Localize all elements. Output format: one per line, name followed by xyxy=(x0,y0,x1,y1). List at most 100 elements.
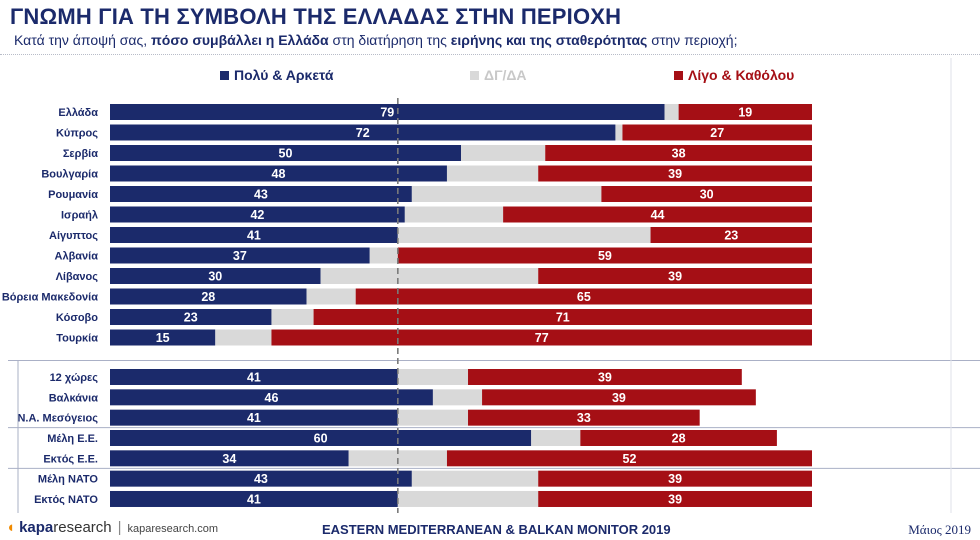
report-date: Μάιος 2019 xyxy=(908,522,971,537)
bar-row: Αίγυπτος 41 23 xyxy=(49,227,812,243)
category-label: Τουρκία xyxy=(56,333,98,345)
bar-segment xyxy=(446,165,539,182)
subtitle-part: στην περιοχή; xyxy=(647,32,738,48)
bar-segment xyxy=(271,329,813,346)
bar-segment xyxy=(110,268,321,284)
bar-row: Βουλγαρία 48 39 xyxy=(41,165,812,182)
bar-segment xyxy=(110,165,447,182)
header-divider xyxy=(0,54,980,55)
legend-swatch xyxy=(220,71,229,80)
chart-title: ΓΝΩΜΗ ΓΙΑ ΤΗ ΣΥΜΒΟΛΗ ΤΗΣ ΕΛΛΑΔΑΣ ΣΤΗΝ ΠΕ… xyxy=(10,4,622,29)
bar-segment xyxy=(538,268,812,284)
bar-segment xyxy=(397,369,469,385)
bar-segment xyxy=(580,429,777,446)
bar-row: Βόρεια Μακεδονία 28 65 xyxy=(2,288,812,305)
legend-label: Πολύ & Αρκετά xyxy=(234,67,334,83)
data-label: 71 xyxy=(556,311,570,325)
bar-segment xyxy=(397,247,812,264)
bar-segment xyxy=(110,329,216,346)
bar-row: 12 χώρες 41 39 xyxy=(50,369,742,385)
data-label: 28 xyxy=(672,431,686,445)
data-label: 59 xyxy=(598,249,612,263)
bar-rows: Ελλάδα 79 19 Κύπρος 72 27 Σερβία 50 38 Βουλγαρία 4… xyxy=(2,104,813,507)
bar-segment xyxy=(110,288,307,305)
category-label: Μέλη Ε.Ε. xyxy=(47,433,98,445)
kapa-research-logo: ◖ kaparesearch | kaparesearch.com xyxy=(6,519,218,536)
bar-segment xyxy=(355,288,812,305)
bar-row: Αλβανία 37 59 xyxy=(55,247,812,264)
data-label: 37 xyxy=(233,249,247,263)
bar-segment xyxy=(664,104,679,120)
data-label: 23 xyxy=(724,229,738,243)
subtitle-part: ειρήνης και της σταθερότητας xyxy=(450,32,648,48)
data-label: 43 xyxy=(254,188,268,202)
logo-separator: | xyxy=(117,519,122,536)
chart-overlay xyxy=(8,58,980,513)
bar-segment xyxy=(110,470,412,487)
data-label: 23 xyxy=(184,311,198,325)
legend-label: Λίγο & Καθόλου xyxy=(688,67,794,83)
bar-segment xyxy=(404,206,504,223)
data-label: 48 xyxy=(272,167,286,181)
bar-row: Κύπρος 72 27 xyxy=(56,124,812,141)
category-label: Μέλη ΝΑΤΟ xyxy=(38,474,99,486)
bar-segment xyxy=(622,124,812,141)
data-label: 50 xyxy=(279,147,293,161)
bar-segment xyxy=(411,186,602,202)
legend-label: ΔΓ/ΔΑ xyxy=(484,67,527,83)
logo-brand: kapa xyxy=(19,519,54,536)
category-label: Ν.Α. Μεσόγειος xyxy=(17,413,98,425)
bar-segment xyxy=(110,227,398,243)
bar-segment xyxy=(110,409,398,426)
bar-row: Ν.Α. Μεσόγειος 41 33 xyxy=(17,409,700,426)
data-label: 72 xyxy=(356,126,370,140)
category-label: Λίβανος xyxy=(56,271,99,283)
bar-segment xyxy=(110,186,412,202)
bar-segment xyxy=(468,369,742,385)
bar-row: Ελλάδα 79 19 xyxy=(58,104,812,120)
bar-segment xyxy=(461,145,546,161)
data-label: 39 xyxy=(668,472,682,486)
data-label: 39 xyxy=(668,492,682,506)
bar-segment xyxy=(110,490,398,507)
bar-segment xyxy=(468,409,700,426)
legend-item: Πολύ & Αρκετά xyxy=(220,67,334,83)
bar-row: Εκτός ΝΑΤΟ 41 39 xyxy=(34,490,812,507)
data-label: 65 xyxy=(577,290,591,304)
bar-segment xyxy=(397,409,469,426)
data-label: 41 xyxy=(247,411,261,425)
bar-segment xyxy=(650,227,812,243)
category-label: 12 χώρες xyxy=(50,372,99,384)
category-label: Ισραήλ xyxy=(61,210,98,222)
bar-row: Μέλη ΝΑΤΟ 43 39 xyxy=(38,470,812,487)
subtitle-part: στη διατήρηση της xyxy=(328,32,451,48)
data-label: 30 xyxy=(700,188,714,202)
bar-segment xyxy=(110,389,433,406)
bar-segment xyxy=(110,309,272,325)
bar-segment xyxy=(615,124,623,141)
category-label: Κύπρος xyxy=(56,128,98,140)
report-name: EASTERN MEDITERRANEAN & BALKAN MONITOR 2… xyxy=(322,522,671,537)
bar-segment xyxy=(110,429,532,446)
data-label: 19 xyxy=(738,106,752,120)
bar-row: Σερβία 50 38 xyxy=(63,145,812,161)
data-label: 33 xyxy=(577,411,591,425)
bar-row: Τουρκία 15 77 xyxy=(56,329,813,346)
data-label: 39 xyxy=(598,371,612,385)
bar-row: Βαλκάνια 46 39 xyxy=(49,389,756,406)
category-label: Ρουμανία xyxy=(48,189,98,201)
data-label: 27 xyxy=(710,126,724,140)
bar-segment xyxy=(110,104,665,120)
data-label: 42 xyxy=(250,208,264,222)
category-label: Βουλγαρία xyxy=(41,169,98,181)
bar-segment xyxy=(397,227,651,243)
bar-row: Εκτός Ε.Ε. 34 52 xyxy=(43,450,812,467)
bar-row: Μέλη Ε.Ε. 60 28 xyxy=(47,429,777,446)
bar-segment xyxy=(397,490,539,507)
category-label: Βαλκάνια xyxy=(49,392,99,404)
category-label: Κόσοβο xyxy=(56,312,98,324)
bar-segment xyxy=(531,429,581,446)
bar-row: Ρουμανία 43 30 xyxy=(48,186,812,202)
bar-row: Κόσοβο 23 71 xyxy=(56,309,812,325)
legend-item: ΔΓ/ΔΑ xyxy=(470,67,527,83)
